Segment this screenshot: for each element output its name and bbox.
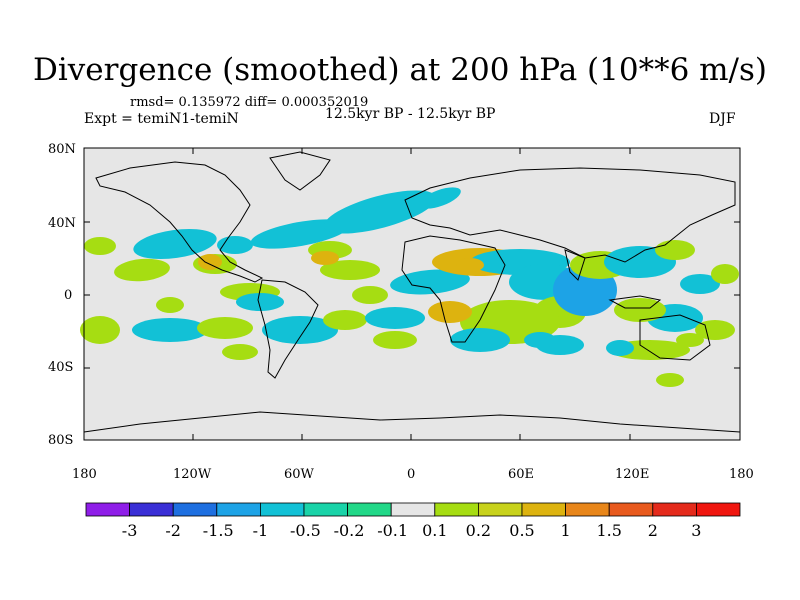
colorbar-swatch xyxy=(216,502,261,517)
colorbar-tick-label: 1 xyxy=(560,521,571,540)
colorbar-swatch xyxy=(477,502,523,517)
colorbar-tick-label: -0.1 xyxy=(377,521,409,540)
field-blob xyxy=(132,318,208,342)
lat-label-80n: 80N xyxy=(48,142,76,157)
coastline xyxy=(401,235,506,343)
field-blob xyxy=(262,316,338,344)
plot-frame xyxy=(83,147,741,441)
colorbar-swatch xyxy=(434,502,479,517)
colorbar-swatch xyxy=(347,502,392,517)
field-blob xyxy=(450,328,510,352)
field-blob xyxy=(680,274,720,294)
field-blob xyxy=(373,331,417,349)
field-blob xyxy=(198,254,222,270)
coastline xyxy=(404,167,736,263)
colorbar-tick-label: 0.5 xyxy=(509,521,535,540)
lon-label-60w: 60W xyxy=(284,467,314,482)
colorbar-tick-label: 1.5 xyxy=(596,521,622,540)
period-text: 12.5kyr BP - 12.5kyr BP xyxy=(325,106,496,122)
colorbar-tick-label: -2 xyxy=(165,521,181,540)
colorbar-tick-label: -0.2 xyxy=(333,521,365,540)
field-blob xyxy=(365,307,425,329)
colorbar-tick-label: 3 xyxy=(691,521,702,540)
field-blob xyxy=(456,258,484,272)
field-blob xyxy=(390,269,470,295)
colorbar-tick-label: -1 xyxy=(252,521,269,540)
field-blob xyxy=(114,258,170,282)
lon-label-0: 0 xyxy=(407,467,416,482)
experiment-text: Expt = temiN1-temiN xyxy=(84,111,239,127)
colorbar-swatch xyxy=(259,502,305,517)
lat-label-40s: 40S xyxy=(48,360,74,375)
field-blob xyxy=(352,286,388,304)
colorbar-swatch xyxy=(172,502,218,517)
colorbar-tick-label: 0.2 xyxy=(465,521,492,540)
lat-label-0: 0 xyxy=(64,288,73,303)
field-blob xyxy=(236,293,284,311)
field-blob xyxy=(156,297,184,313)
coastline xyxy=(269,151,331,191)
field-blob xyxy=(320,260,380,280)
field-blob xyxy=(676,333,704,347)
coastline xyxy=(257,279,319,379)
field-blob xyxy=(323,310,367,330)
coastline xyxy=(564,249,586,281)
colorbar xyxy=(85,502,741,517)
field-blob xyxy=(711,264,739,284)
field-blob xyxy=(524,332,556,348)
colorbar-tick-label: -0.5 xyxy=(290,521,321,540)
divergence-field xyxy=(80,187,739,387)
field-blob xyxy=(217,236,253,254)
coastlines xyxy=(83,151,741,433)
colorbar-tick-label: -3 xyxy=(121,521,138,540)
coastline xyxy=(639,314,711,361)
field-blob xyxy=(419,187,461,209)
coastline xyxy=(83,411,741,433)
lon-label-60e: 60E xyxy=(508,467,535,482)
colorbar-swatch xyxy=(521,502,566,517)
colorbar-swatch xyxy=(696,502,741,517)
field-blob xyxy=(323,190,437,234)
field-blob xyxy=(614,298,666,322)
colorbar-swatch xyxy=(303,502,348,517)
colorbar-swatch xyxy=(85,502,130,517)
season-text: DJF xyxy=(709,111,736,127)
axis-ticks xyxy=(83,147,741,441)
colorbar-swatch xyxy=(608,502,654,517)
field-blob xyxy=(606,340,634,356)
colorbar-tick-label: 2 xyxy=(647,521,658,540)
colorbar-swatch xyxy=(652,502,697,517)
coastline xyxy=(95,161,264,283)
colorbar-tick-label: 0.1 xyxy=(422,521,448,540)
colorbar-swatch xyxy=(390,502,436,517)
field-blob xyxy=(80,316,120,344)
colorbar-swatch xyxy=(565,502,610,517)
colorbar-tick-label: -1.5 xyxy=(202,521,234,540)
lon-label-120w: 120W xyxy=(173,467,212,482)
coastline xyxy=(608,295,662,309)
field-blob xyxy=(222,344,258,360)
stats-text: rmsd= 0.135972 diff= 0.000352019 xyxy=(130,95,369,110)
lon-label-180e: 180 xyxy=(729,467,754,482)
figure-title: Divergence (smoothed) at 200 hPa (10**6 … xyxy=(33,52,767,88)
lat-label-80s: 80S xyxy=(48,433,74,448)
field-blob xyxy=(656,373,684,387)
lon-label-180w: 180 xyxy=(72,467,97,482)
lat-label-40n: 40N xyxy=(48,216,76,231)
field-blob xyxy=(133,228,217,260)
field-blob xyxy=(84,237,116,255)
field-blob xyxy=(428,301,472,323)
lon-label-120e: 120E xyxy=(615,467,650,482)
field-blob xyxy=(311,251,339,265)
colorbar-swatch xyxy=(129,502,174,517)
field-blob xyxy=(655,240,695,260)
field-blob xyxy=(197,317,253,339)
